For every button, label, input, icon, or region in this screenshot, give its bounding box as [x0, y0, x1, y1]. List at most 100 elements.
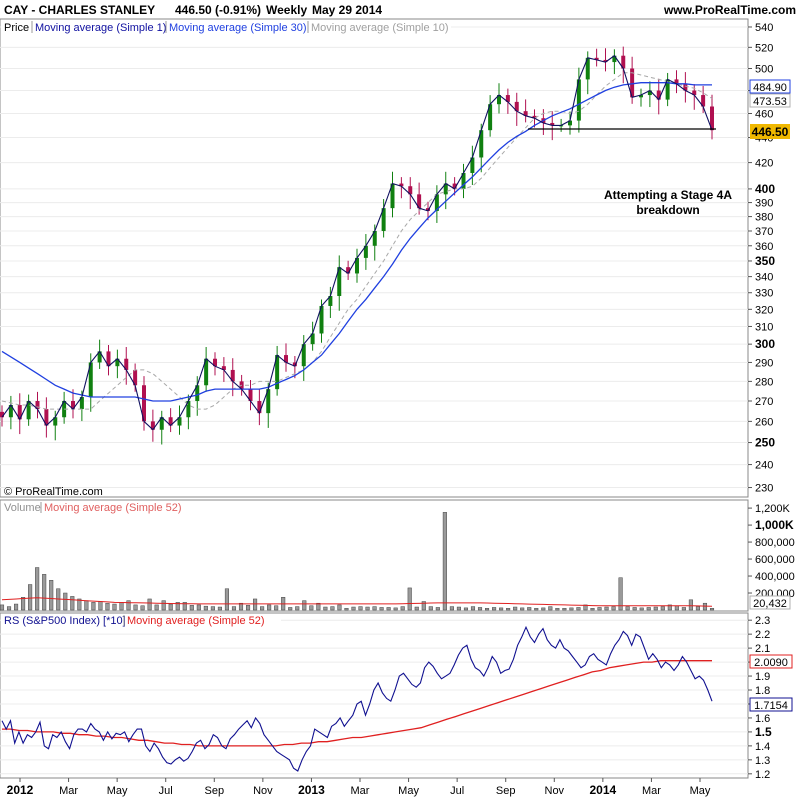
- up-candle-body: [665, 79, 670, 100]
- x-tick-label: 2012: [7, 783, 34, 797]
- volume-bar: [91, 602, 96, 611]
- price-tick-label: 460: [755, 108, 773, 120]
- price-tick-label: 260: [755, 416, 773, 428]
- up-candle-body: [266, 389, 271, 414]
- up-candle-body: [88, 362, 93, 398]
- volume-tick-label: 1,000K: [755, 518, 794, 532]
- down-candle-body: [346, 267, 351, 274]
- volume-bar: [84, 600, 89, 611]
- volume-bar: [435, 607, 440, 611]
- annotation-line-2: breakdown: [636, 203, 699, 217]
- volume-bar: [21, 597, 26, 611]
- volume-bar: [590, 608, 595, 611]
- up-candle-body: [363, 245, 368, 258]
- volume-bar: [49, 580, 54, 611]
- x-tick-label: Sep: [204, 785, 224, 797]
- volume-bar: [681, 607, 686, 611]
- volume-tick-label: 600,000: [755, 554, 795, 566]
- volume-bar: [175, 602, 180, 611]
- volume-bar: [379, 607, 384, 611]
- x-tick-label: 2014: [590, 783, 617, 797]
- volume-bar: [456, 606, 461, 611]
- up-candle-body: [328, 296, 333, 306]
- up-candle-body: [310, 333, 315, 345]
- rs-tick-label: 1.8: [755, 685, 770, 697]
- site-link[interactable]: www.ProRealTime.com: [663, 3, 796, 17]
- volume-bar: [506, 608, 511, 611]
- volume-bar: [597, 607, 602, 611]
- x-tick-label: Mar: [351, 785, 370, 797]
- down-candle-body: [142, 385, 146, 422]
- price-legend-bg: [1, 20, 451, 34]
- rs-panel-frame: [0, 612, 749, 779]
- volume-bar: [470, 606, 476, 611]
- volume-bar: [63, 592, 68, 611]
- volume-bar: [351, 606, 356, 611]
- price-tick-label: 340: [755, 272, 773, 284]
- x-tick-label: Sep: [496, 785, 516, 797]
- volume-bar: [274, 605, 279, 611]
- volume-bar: [253, 598, 258, 611]
- header-bar: [0, 0, 800, 19]
- volume-bar: [527, 607, 532, 611]
- volume-bar: [267, 604, 272, 611]
- x-tick-label: 2013: [298, 783, 325, 797]
- price-tick-label: 330: [755, 288, 773, 300]
- rs-tick-label: 2.1: [755, 643, 770, 655]
- up-candle-body: [585, 57, 590, 80]
- x-tick-label: May: [398, 785, 419, 797]
- down-candle-body: [257, 401, 262, 414]
- price-tick-label: 280: [755, 376, 773, 388]
- down-candle-body: [683, 83, 688, 91]
- volume-bar: [105, 602, 110, 611]
- price-tick-label: 390: [755, 198, 773, 210]
- rs-tick-label: 1.6: [755, 713, 770, 725]
- rs-ma-tag: [749, 654, 793, 669]
- down-candle-body: [452, 183, 457, 189]
- up-candle-body: [301, 344, 306, 367]
- volume-bar: [576, 607, 581, 611]
- volume-panel: Volume Moving average (Simple 52) 1,200K…: [0, 499, 795, 612]
- up-candle-body: [186, 401, 191, 418]
- volume-bar: [133, 604, 138, 611]
- volume-bar: [449, 606, 454, 611]
- volume-bar: [323, 606, 328, 611]
- volume-tick-label: 400,000: [755, 571, 795, 583]
- volume-bar: [330, 606, 335, 611]
- volume-bar: [231, 606, 237, 611]
- up-candle-body: [434, 194, 439, 211]
- volume-last-tag-label: 20,432: [753, 598, 787, 610]
- volume-bar: [35, 567, 40, 611]
- volume-legend-bg: [1, 501, 181, 514]
- price-tick-label: 500: [755, 64, 773, 76]
- price-tick-label: 240: [755, 460, 773, 472]
- x-tick-label: May: [107, 785, 128, 797]
- volume-panel-frame: [0, 499, 749, 612]
- down-candle-body: [523, 111, 528, 116]
- up-candle-body: [390, 183, 395, 209]
- volume-bars: [0, 512, 715, 611]
- last-price-tag: [750, 124, 790, 139]
- volume-bar: [147, 598, 152, 611]
- down-candle-body: [417, 194, 422, 209]
- volume-bar: [513, 606, 518, 611]
- down-candle-body: [230, 369, 235, 382]
- rs-ma-tag-label: 2.0090: [754, 657, 788, 669]
- up-candle-body: [568, 120, 572, 126]
- price-tick-label: 540: [755, 22, 773, 34]
- rs-panel: RS (S&P500 Index) [*10] Moving average (…: [0, 612, 793, 781]
- volume-bar: [674, 605, 679, 611]
- up-candle-body: [488, 104, 493, 131]
- volume-bar: [302, 600, 307, 611]
- up-candle-body: [204, 358, 209, 386]
- volume-bar: [639, 607, 644, 611]
- ma10-tag-label: 473.53: [753, 96, 787, 108]
- up-candle-body: [26, 401, 31, 420]
- price-change: 446.50 (-0.91%): [175, 3, 261, 17]
- rs-tick-label: 1.5: [755, 725, 772, 739]
- price-tick-label: 270: [755, 396, 773, 408]
- volume-bar: [386, 607, 391, 611]
- down-candle-body: [603, 59, 608, 63]
- rs-tick-label: 1.4: [755, 741, 770, 753]
